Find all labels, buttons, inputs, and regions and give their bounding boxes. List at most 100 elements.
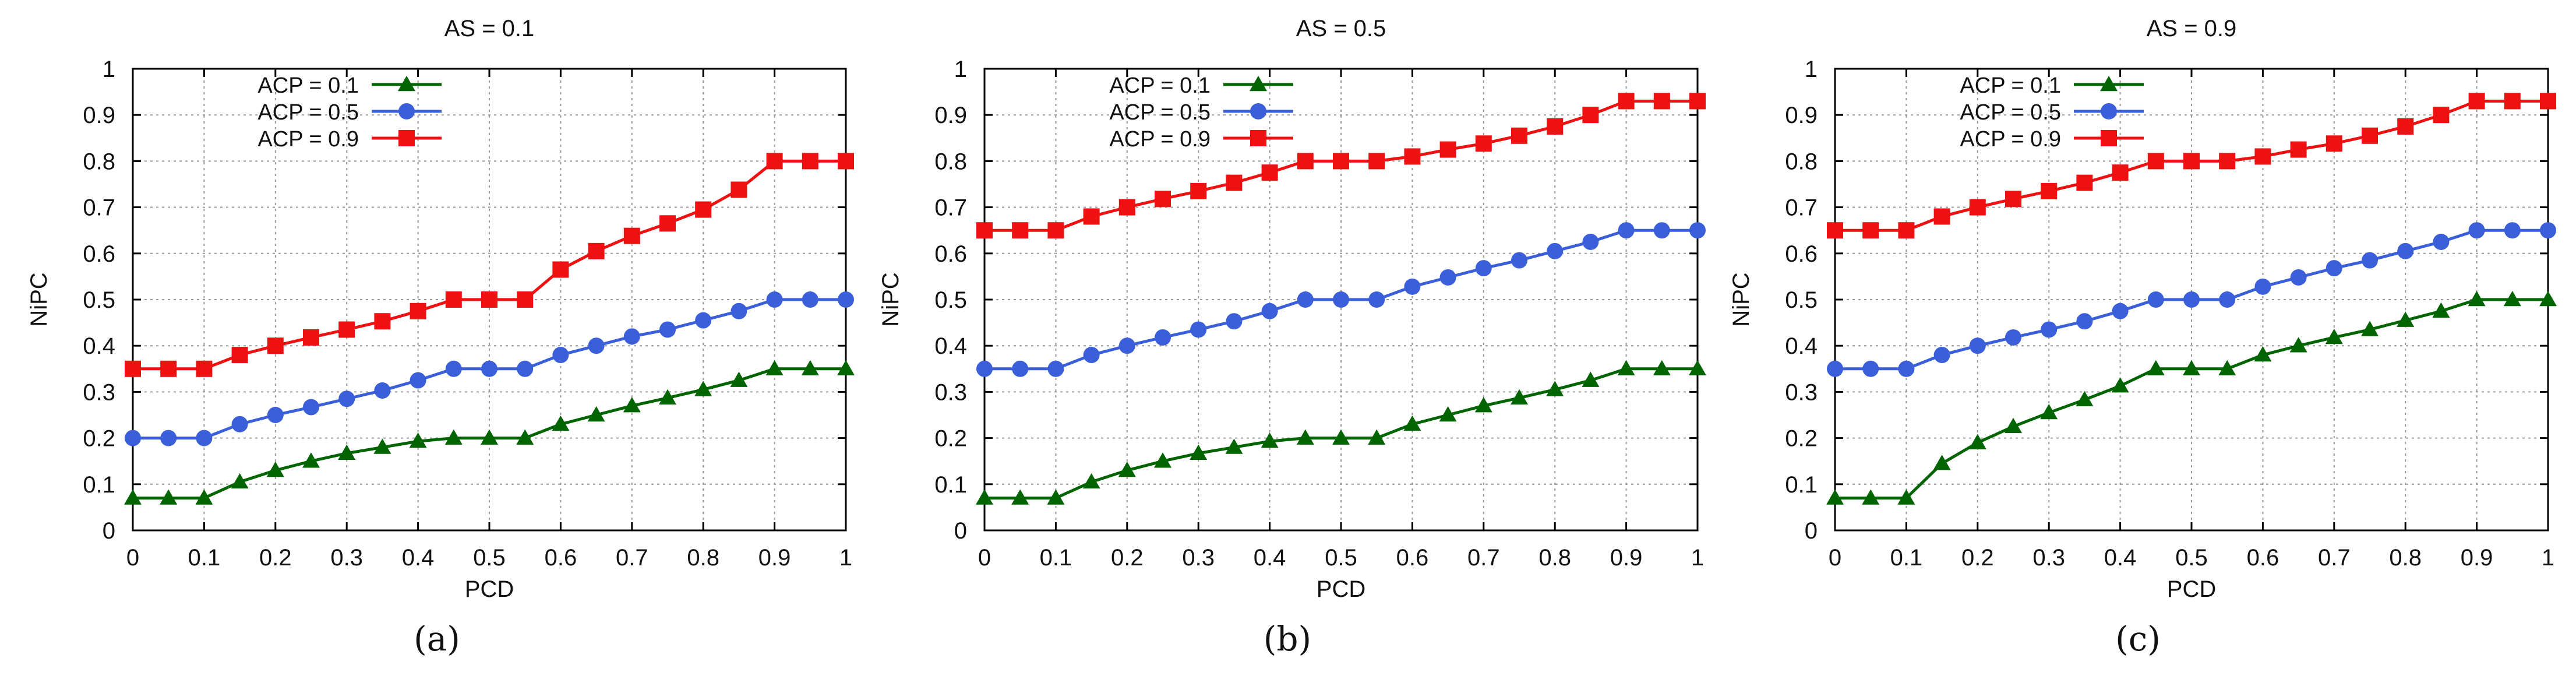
series-acp-0-5-point [2290,269,2307,286]
series-acp-0-9-point [2041,182,2058,199]
caption-a: (a) [414,619,460,659]
series-acp-0-9-point [196,360,213,377]
x-tick-label: 0.5 [1325,545,1357,571]
series-acp-0-5-point [623,328,640,345]
y-axis-label: NiPC [26,272,52,326]
series-acp-0-9-point [2112,164,2129,181]
series-acp-0-1-point [1439,406,1457,422]
series-acp-0-9-point [1653,93,1670,110]
series-acp-0-9-point [1933,208,1950,225]
series-acp-0-9-point [1618,93,1635,110]
series-acp-0-5-point [445,360,462,377]
series-acp-0-1-point [444,429,463,445]
series-acp-0-9-point [1898,222,1915,239]
series-acp-0-1-point [302,452,320,468]
series-acp-0-9-point [695,201,712,218]
series-acp-0-5-point [731,302,747,319]
legend-marker [398,130,415,146]
x-tick-label: 0.7 [616,545,648,571]
series-acp-0-1 [124,360,855,505]
series-acp-0-9-point [1439,141,1456,158]
y-tick-label: 0 [1805,518,1818,544]
series-acp-0-5-point [1511,252,1527,269]
y-tick-label: 0.1 [1785,472,1818,498]
y-tick-label: 0.3 [1785,379,1818,405]
series-acp-0-1-point [2432,302,2450,318]
y-tick-label: 0.5 [1785,287,1818,313]
series-acp-0-1-point [765,360,784,376]
series-acp-0-9-point [1226,174,1243,191]
series-acp-0-9-point [231,347,248,364]
series-acp-0-9 [976,93,1706,239]
series-acp-0-9 [125,153,854,377]
x-tick-label: 0.9 [758,545,791,571]
x-tick-label: 0 [1829,545,1841,571]
y-tick-label: 0.9 [1785,103,1818,128]
series-acp-0-9-point [1862,222,1879,239]
chart-title: AS = 0.9 [2147,16,2237,41]
chart-title: AS = 0.1 [444,16,535,41]
chart-panel-2: 0 0.1 0.2 0.3 0.4 0.5 0.6 0.7 0.8 0.9 1 0 0.1 0.2 0.3 0… [878,16,1706,602]
series-acp-0-1-point [481,429,498,445]
series-acp-0-5-point [1862,360,1879,377]
series-acp-0-1-point [1582,371,1600,387]
series-acp-0-1-point [338,444,356,460]
series-acp-0-5-point [267,407,284,423]
series-acp-0-5-point [1547,242,1564,259]
legend-label: ACP = 0.9 [257,127,359,152]
series-acp-0-1-point [587,406,605,422]
series-acp-0-5-point [517,360,534,377]
series-acp-0-5-point [802,291,818,308]
series-acp-0-1-point [1617,360,1635,376]
y-tick-label: 0.1 [934,472,967,498]
series-acp-0-1-point [2289,337,2307,353]
y-tick-label: 0.8 [1785,149,1818,174]
series-acp-0-5 [976,222,1706,377]
legend-marker [1250,103,1266,119]
series-acp-0-9-point [2254,148,2271,165]
series-acp-0-5-point [2147,291,2164,308]
series-acp-0-5-point [481,360,497,377]
caption-b: (b) [1263,619,1312,659]
series-acp-0-5-point [588,337,605,354]
series-acp-0-5-point [1083,347,1100,364]
series-acp-0-1 [1826,291,2557,505]
series-acp-0-1-point [2183,360,2200,376]
x-tick-label: 0.8 [2389,545,2422,571]
y-tick-label: 0.4 [1785,333,1818,359]
series-acp-0-1-point [1332,429,1350,445]
x-tick-label: 0.5 [2175,545,2208,571]
y-tick-label: 0.9 [934,103,967,128]
y-tick-label: 0.5 [83,287,115,313]
series-acp-0-9-point [2540,93,2556,110]
series-acp-0-1-point [2111,377,2129,393]
series-acp-0-1-point [1689,360,1706,376]
y-axis-label: NiPC [1728,272,1754,326]
x-tick-label: 0.7 [2318,545,2351,571]
series-acp-0-1-point [516,429,534,445]
series-acp-0-5-point [552,347,569,364]
series-acp-0-9-point [303,329,319,346]
series-acp-0-1-point [1546,381,1564,396]
series-acp-0-9-point [2433,107,2450,124]
series-acp-0-1-point [1826,489,1844,505]
x-tick-label: 0.2 [259,545,292,571]
series-acp-0-9-point [1582,107,1599,124]
series-acp-0-1-point [1118,462,1136,477]
legend-label: ACP = 0.1 [1109,73,1211,98]
series-acp-0-1-point [623,397,641,413]
series-acp-0-9-point [2290,141,2307,158]
series-acp-0-5-point [1118,337,1135,354]
series-acp-0-9-point [552,261,569,278]
series-acp-0-1-point [1653,360,1671,376]
series-acp-0-9-point [766,153,783,170]
series-acp-0-1-point [1047,489,1065,505]
series-acp-0-1-point [2503,291,2521,307]
series-acp-0-9-point [338,321,355,338]
x-tick-label: 0.2 [1111,545,1144,571]
x-tick-label: 0.3 [330,545,363,571]
series-acp-0-9-point [976,222,993,239]
series-acp-0-5-point [1933,347,1950,364]
series-acp-0-1-point [552,415,570,431]
